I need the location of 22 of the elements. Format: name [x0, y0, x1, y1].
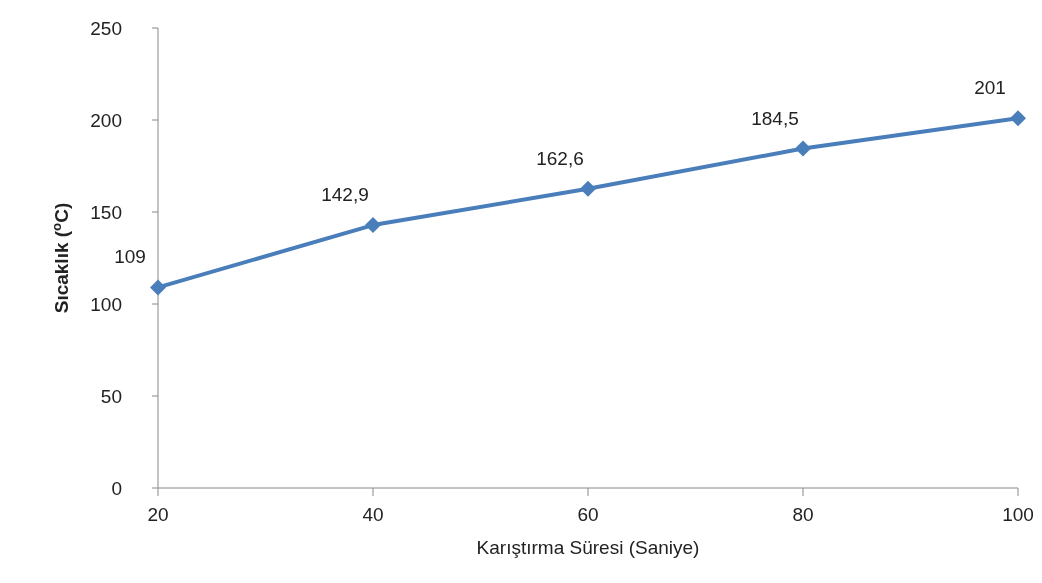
data-label: 201	[974, 77, 1006, 99]
y-tick-label: 50	[100, 385, 122, 407]
x-tick-label: 40	[362, 504, 384, 526]
y-tick-label: 150	[90, 201, 122, 223]
x-tick-label: 60	[577, 504, 599, 526]
x-tick-label: 20	[147, 504, 169, 526]
point	[795, 140, 811, 157]
x-tick-label: 80	[792, 504, 814, 526]
data-label: 142,9	[321, 184, 369, 206]
y-tick-label: 0	[111, 477, 122, 499]
data-label: 184,5	[751, 107, 799, 129]
x-axis-title: Karıştırma Süresi (Saniye)	[476, 537, 700, 558]
data-label: 162,6	[536, 147, 584, 169]
y-tick-label: 250	[90, 17, 122, 39]
data-label: 109	[114, 246, 146, 268]
y-tick-label: 200	[90, 109, 122, 131]
point	[150, 279, 166, 296]
point	[365, 217, 381, 234]
point	[580, 180, 596, 197]
point	[1010, 110, 1026, 127]
x-tick-label: 100	[1002, 504, 1034, 526]
y-tick-label: 100	[90, 293, 122, 315]
